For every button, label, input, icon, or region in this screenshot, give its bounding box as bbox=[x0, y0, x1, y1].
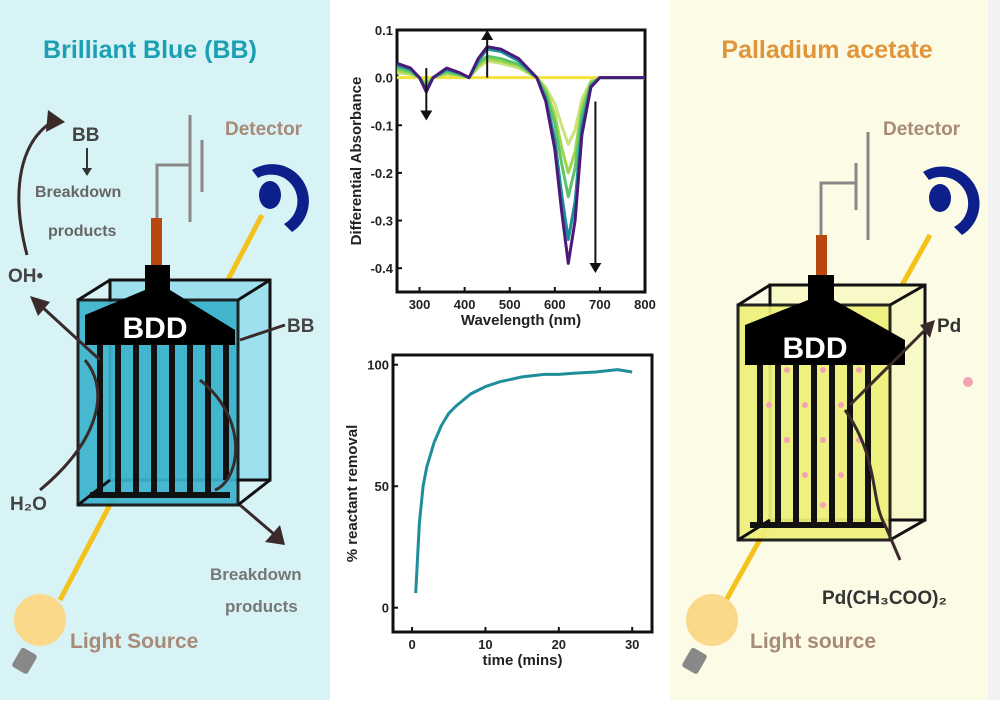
y-tick-label: 0.0 bbox=[375, 71, 393, 86]
breakdown-bottom-2: products bbox=[225, 597, 298, 616]
bb-pointer bbox=[239, 323, 286, 342]
x-tick-label: 300 bbox=[409, 297, 431, 312]
y-axis-label: Differential Absorbance bbox=[348, 77, 365, 246]
x-tick-label: 0 bbox=[408, 637, 415, 652]
x-tick-label: 500 bbox=[499, 297, 521, 312]
x-tick-label: 10 bbox=[478, 637, 492, 652]
y-tick-label: -0.3 bbox=[371, 214, 393, 229]
left-panel: Brilliant Blue (BB) BDD bbox=[8, 36, 314, 674]
cycle-arrow bbox=[17, 118, 56, 256]
arrow-head-icon bbox=[420, 110, 433, 121]
breakdown-arrow bbox=[239, 503, 276, 537]
arrow-head-icon bbox=[30, 296, 50, 316]
x-axis-label: Wavelength (nm) bbox=[461, 312, 581, 329]
water-label: H₂O bbox=[10, 494, 47, 515]
pd-label: Pd bbox=[937, 316, 961, 337]
detector-icon bbox=[252, 164, 309, 232]
arrow-head-icon bbox=[265, 525, 285, 545]
electrode-bars bbox=[90, 330, 230, 498]
reactant-pointer bbox=[843, 409, 902, 561]
arrow-head-icon bbox=[481, 30, 494, 40]
right-title: Palladium acetate bbox=[721, 36, 932, 64]
pd-particles bbox=[766, 367, 862, 508]
y-tick-label: -0.4 bbox=[371, 261, 394, 276]
breakdown-label-1: Breakdown bbox=[35, 184, 121, 201]
x-tick-label: 30 bbox=[625, 637, 639, 652]
plot-frame bbox=[391, 353, 654, 634]
y-tick-label: -0.2 bbox=[371, 166, 393, 181]
breakdown-label-2: products bbox=[48, 223, 117, 240]
right-panel: Palladium acetate bbox=[682, 36, 980, 674]
y-axis-label: % reactant removal bbox=[344, 425, 361, 563]
series-line bbox=[396, 45, 645, 265]
reaction-cell bbox=[76, 278, 272, 507]
reactant-label: Pd(CH₃COO)₂ bbox=[822, 588, 947, 609]
light-bulb-icon bbox=[682, 594, 738, 674]
left-title: Brilliant Blue (BB) bbox=[43, 36, 257, 64]
breakdown-bottom-1: Breakdown bbox=[210, 565, 302, 584]
bdd-electrode: BDD bbox=[85, 115, 235, 345]
right-edge-strip bbox=[988, 0, 1000, 700]
pd-arrow bbox=[848, 328, 927, 407]
x-tick-label: 700 bbox=[589, 297, 611, 312]
plot-frame bbox=[395, 28, 647, 294]
bdd-label: BDD bbox=[783, 332, 848, 365]
x-axis-label: time (mins) bbox=[482, 652, 562, 669]
bb-top-label: BB bbox=[72, 125, 99, 146]
center-panel-bg bbox=[330, 0, 670, 700]
electrode-bars bbox=[750, 345, 885, 528]
detector-icon bbox=[923, 166, 980, 235]
y-tick-label: 0.1 bbox=[375, 23, 393, 38]
arrow-head-icon bbox=[589, 262, 602, 273]
light-source-label: Light source bbox=[750, 630, 876, 653]
oh-radical-label: OH• bbox=[8, 266, 44, 287]
breakdown-curve bbox=[199, 378, 238, 492]
light-bulb-icon bbox=[12, 594, 66, 674]
pd-particle-icon bbox=[963, 377, 973, 387]
detector-label: Detector bbox=[883, 119, 961, 140]
arrow-head-icon bbox=[82, 168, 92, 176]
oh-arrow bbox=[38, 303, 102, 362]
arrow-head-icon bbox=[920, 320, 935, 338]
bdd-electrode: BDD bbox=[745, 132, 905, 365]
x-tick-label: 600 bbox=[544, 297, 566, 312]
differential-absorbance-chart: 300 400 500 600 700 800 0.1 0.0 -0.1 -0.2 -0.3 -0.4… bbox=[348, 23, 656, 329]
x-tick-label: 20 bbox=[552, 637, 566, 652]
detector-label: Detector bbox=[225, 119, 303, 140]
reactant-removal-chart: 0 10 20 30 0 50 100 time (mins) % reactant remov… bbox=[344, 353, 654, 669]
light-source-label: Light Source bbox=[70, 630, 198, 653]
y-tick-label: -0.1 bbox=[371, 118, 393, 133]
x-tick-label: 800 bbox=[634, 297, 656, 312]
y-tick-label: 100 bbox=[367, 358, 389, 373]
water-line bbox=[39, 359, 100, 492]
bdd-label: BDD bbox=[123, 312, 188, 345]
x-tick-label: 400 bbox=[454, 297, 476, 312]
series-line bbox=[414, 368, 633, 594]
bb-side-label: BB bbox=[287, 316, 314, 337]
arrow-head-icon bbox=[46, 110, 65, 132]
y-tick-label: 0 bbox=[382, 601, 389, 616]
y-tick-label: 50 bbox=[375, 479, 389, 494]
